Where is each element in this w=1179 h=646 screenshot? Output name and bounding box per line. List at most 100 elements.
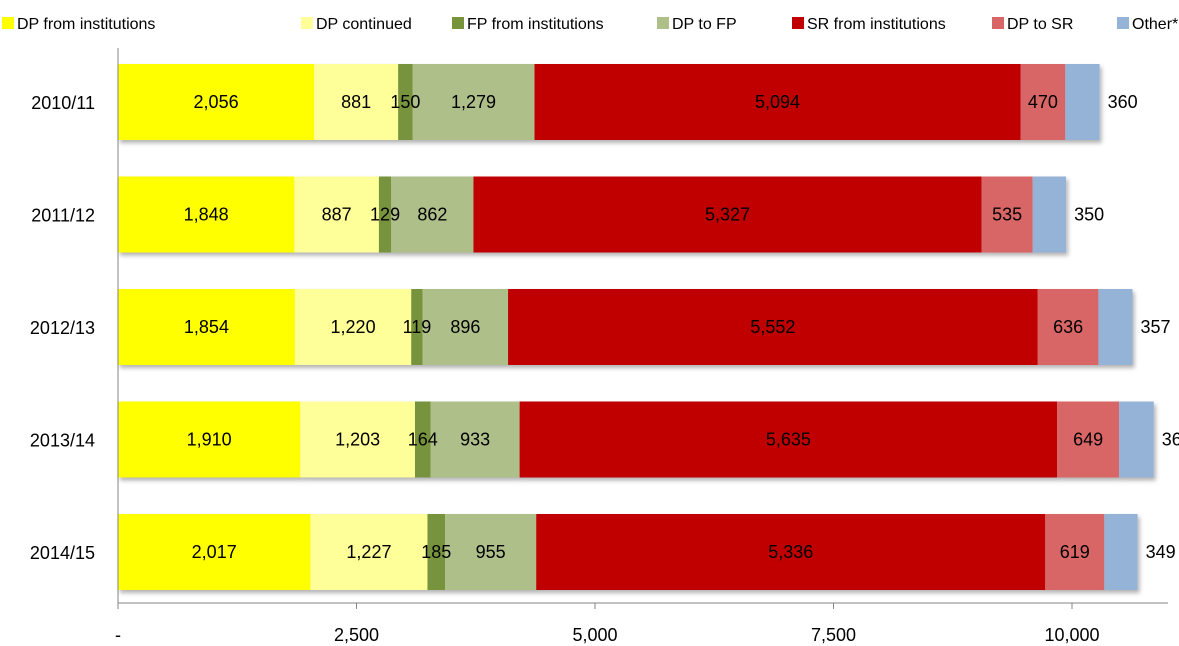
bar-segment-4-3	[519, 401, 1058, 478]
legend-label-5: DP to SR	[1007, 16, 1073, 33]
data-label-6-0: 360	[1108, 92, 1138, 112]
bar-row-2012-13	[118, 289, 1133, 365]
data-label-3-4: 955	[476, 542, 506, 562]
bar-segment-2-4	[427, 514, 446, 590]
legend-swatch-2	[452, 17, 464, 29]
legend-swatch-5	[992, 17, 1004, 29]
bars-group: 2,056 881 150 1,279 5,094 470 360 2010/11 1,848 8…	[30, 64, 1179, 590]
bar-segment-1-2	[294, 289, 412, 365]
data-label-4-4: 5,336	[768, 542, 813, 562]
x-tick-label-2: 5,000	[572, 625, 617, 645]
data-label-0-2: 1,854	[184, 317, 229, 337]
data-label-3-3: 933	[460, 430, 490, 450]
legend-swatch-0	[2, 17, 14, 29]
bar-segment-4-2	[508, 289, 1038, 365]
bar-row-2011-12	[118, 176, 1067, 253]
bar-segment-5-3	[1057, 401, 1120, 478]
bar-segment-1-3	[300, 401, 415, 478]
data-label-3-1: 862	[417, 205, 447, 225]
data-label-2-1: 129	[370, 205, 400, 225]
data-label-3-2: 896	[450, 317, 480, 337]
bar-row-2014-15	[118, 514, 1138, 590]
category-label-2: 2012/13	[30, 318, 95, 338]
data-label-5-0: 470	[1028, 92, 1058, 112]
legend-label-3: DP to FP	[672, 16, 737, 33]
data-label-5-1: 535	[992, 205, 1022, 225]
legend-label-1: DP continued	[316, 16, 412, 33]
bar-segment-5-1	[981, 176, 1033, 253]
bar-segment-2-0	[398, 64, 413, 140]
bar-segment-2-2	[411, 289, 423, 365]
bar-segment-3-3	[430, 401, 520, 478]
bar-segment-6-2	[1098, 289, 1133, 365]
bar-segment-2-1	[378, 176, 392, 253]
bar-segment-3-0	[412, 64, 535, 140]
data-label-1-2: 1,220	[331, 317, 376, 337]
axes-group: - 2,500 5,000 7,500 10,000	[115, 48, 1168, 645]
data-label-2-2: 119	[403, 317, 432, 337]
bar-segment-2-3	[414, 401, 431, 478]
bar-segment-4-1	[473, 176, 982, 253]
category-label-3: 2013/14	[30, 431, 95, 451]
data-label-4-1: 5,327	[705, 205, 750, 225]
bar-row-2010-11	[118, 64, 1100, 140]
bar-segment-4-0	[534, 64, 1021, 140]
bar-segment-6-4	[1104, 514, 1138, 590]
bar-segment-1-0	[314, 64, 399, 140]
bar-segment-5-4	[1045, 514, 1105, 590]
legend-label-4: SR from institutions	[807, 16, 946, 33]
data-label-1-1: 887	[322, 205, 352, 225]
data-label-4-0: 5,094	[755, 92, 800, 112]
legend-swatch-6	[1117, 17, 1129, 29]
legend-label-2: FP from institutions	[467, 16, 604, 33]
legend-swatch-1	[301, 17, 313, 29]
legend-swatch-4	[792, 17, 804, 29]
x-tick-label-3: 7,500	[811, 625, 856, 645]
bar-segment-0-2	[118, 289, 295, 365]
bar-segment-6-1	[1032, 176, 1067, 253]
data-label-6-4: 349	[1146, 542, 1176, 562]
data-label-5-4: 619	[1060, 542, 1090, 562]
legend-label-6: Other*	[1132, 16, 1178, 33]
bar-segment-1-1	[294, 176, 379, 253]
data-label-0-3: 1,910	[187, 430, 232, 450]
data-label-2-4: 185	[421, 542, 451, 562]
data-label-2-0: 150	[390, 92, 420, 112]
legend-label-0: DP from institutions	[17, 16, 155, 33]
data-label-1-4: 1,227	[346, 542, 391, 562]
category-label-4: 2014/15	[30, 543, 95, 563]
data-label-4-3: 5,635	[766, 430, 811, 450]
bar-segment-4-4	[536, 514, 1046, 590]
data-label-1-3: 1,203	[335, 430, 380, 450]
bar-segment-3-4	[445, 514, 537, 590]
bar-segment-5-2	[1037, 289, 1099, 365]
data-label-5-2: 636	[1053, 317, 1083, 337]
bar-segment-3-2	[422, 289, 509, 365]
category-label-0: 2010/11	[31, 93, 95, 113]
bar-row-2013-14	[118, 401, 1154, 478]
data-label-0-1: 1,848	[184, 205, 229, 225]
bar-segment-0-0	[118, 64, 315, 140]
x-tick-label-0: -	[115, 625, 121, 645]
legend: DP from institutions DP continued FP from …	[2, 16, 1178, 33]
bar-segment-6-3	[1119, 401, 1154, 478]
data-label-4-2: 5,552	[750, 317, 795, 337]
data-label-1-0: 881	[341, 92, 371, 112]
legend-swatch-3	[657, 17, 669, 29]
bar-segment-5-0	[1020, 64, 1066, 140]
data-label-6-2: 357	[1140, 317, 1170, 337]
category-label-1: 2011/12	[31, 206, 95, 226]
data-label-0-4: 2,017	[192, 542, 237, 562]
bar-segment-3-1	[391, 176, 474, 253]
x-tick-label-4: 10,000	[1044, 625, 1099, 645]
bar-segment-0-1	[118, 176, 295, 253]
data-label-6-3: 363	[1162, 430, 1179, 450]
data-label-0-0: 2,056	[194, 92, 239, 112]
bar-segment-0-4	[118, 514, 311, 590]
x-tick-label-1: 2,500	[334, 625, 379, 645]
data-label-2-3: 164	[408, 430, 438, 450]
bar-segment-0-3	[118, 401, 301, 478]
data-label-6-1: 350	[1074, 205, 1104, 225]
data-label-3-0: 1,279	[451, 92, 496, 112]
